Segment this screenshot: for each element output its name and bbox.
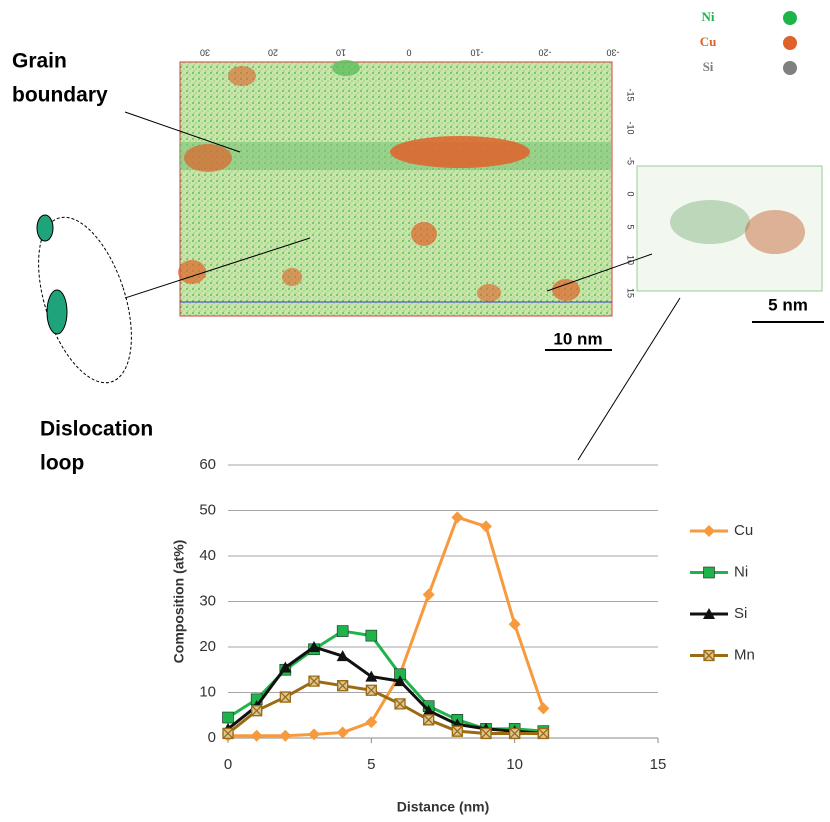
reconstruction	[20, 60, 824, 460]
x-axis-label: Distance (nm)	[397, 799, 490, 815]
atom-legend-dot	[783, 61, 797, 75]
marker	[480, 520, 492, 532]
y-tick-label: 10	[199, 683, 216, 700]
x-tick-label: 0	[224, 756, 232, 773]
y-tick-label: 20	[199, 638, 216, 655]
series-line	[228, 681, 543, 733]
marker	[452, 726, 462, 736]
annotation: loop	[40, 452, 84, 475]
marker	[366, 630, 377, 641]
marker	[338, 681, 348, 691]
marker	[308, 728, 320, 740]
marker	[481, 728, 491, 738]
y-tick-label: 40	[199, 547, 216, 564]
annotation: Dislocation	[40, 418, 153, 441]
marker	[280, 692, 290, 702]
marker	[451, 511, 463, 523]
marker	[337, 626, 348, 637]
y-tick-label: 30	[199, 592, 216, 609]
reconstruction-tick: -20	[538, 48, 551, 58]
atom-legend-dot	[783, 36, 797, 50]
reconstruction-tick: 0	[626, 191, 636, 196]
atom-legend-label: Si	[703, 59, 714, 74]
reconstruction-tick: 10	[626, 255, 636, 265]
reconstruction-tick: -15	[626, 88, 636, 101]
x-tick-label: 15	[650, 756, 667, 773]
x-tick-label: 5	[367, 756, 375, 773]
figure: Grain boundary Dislocation loop 10 nm 5 nm Ni C…	[0, 0, 830, 822]
reconstruction-tick: 20	[268, 48, 278, 58]
marker	[703, 525, 715, 537]
marker	[704, 651, 714, 661]
reconstruction-tick: 15	[626, 288, 636, 298]
marker	[309, 676, 319, 686]
marker	[223, 728, 233, 738]
marker	[423, 589, 435, 601]
reconstruction-tick: 30	[200, 48, 210, 58]
marker	[251, 730, 263, 742]
series-line	[228, 647, 543, 733]
marker	[509, 618, 521, 630]
marker	[510, 728, 520, 738]
y-tick-label: 60	[199, 456, 216, 473]
scale-bar-label: 5 nm	[768, 295, 808, 314]
reconstruction-tick: 0	[406, 48, 411, 58]
marker	[223, 712, 234, 723]
reconstruction-tick: -5	[626, 157, 636, 165]
marker	[704, 567, 715, 578]
annotation: boundary	[12, 84, 108, 107]
legend-label: Si	[734, 605, 747, 622]
marker	[252, 706, 262, 716]
y-axis-label: Composition (at%)	[171, 540, 187, 664]
marker	[424, 715, 434, 725]
legend-label: Cu	[734, 522, 753, 539]
reconstruction-tick: 5	[626, 224, 636, 229]
atom-legend-label: Ni	[702, 9, 715, 24]
reconstruction-tick: -10	[626, 121, 636, 134]
x-tick-label: 10	[506, 756, 523, 773]
y-tick-label: 0	[208, 729, 216, 746]
reconstruction-tick: -30	[606, 48, 619, 58]
marker	[538, 728, 548, 738]
scale-bar-label: 10 nm	[553, 329, 602, 348]
marker	[337, 727, 349, 739]
marker	[279, 730, 291, 742]
reconstruction-tick: -10	[470, 48, 483, 58]
marker	[537, 702, 549, 714]
legend-label: Mn	[734, 646, 755, 663]
legend-label: Ni	[734, 563, 748, 580]
y-tick-label: 50	[199, 501, 216, 518]
marker	[366, 685, 376, 695]
reconstruction-tick: 10	[336, 48, 346, 58]
atom-legend-label: Cu	[700, 34, 717, 49]
atom-legend-dot	[783, 11, 797, 25]
marker	[395, 699, 405, 709]
annotation: Grain	[12, 50, 67, 73]
